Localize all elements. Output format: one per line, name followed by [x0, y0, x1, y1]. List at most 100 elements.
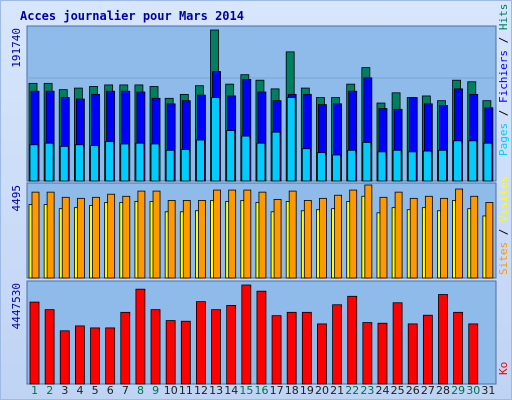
- pages-bar: [59, 145, 69, 182]
- sites-bar: [31, 191, 40, 279]
- pages-bar: [44, 142, 54, 182]
- pages-bar: [301, 148, 311, 182]
- day-label: 9: [152, 384, 159, 397]
- day-label: 28: [436, 384, 450, 397]
- sites-bar: [92, 196, 100, 279]
- chart-title: Acces journalier pour Mars 2014: [20, 9, 244, 23]
- kbytes-bar: [438, 294, 448, 385]
- sites-bar: [288, 190, 297, 279]
- legend-pages: Pages: [497, 123, 510, 156]
- sites-bar: [334, 194, 342, 279]
- sites-bar: [137, 190, 146, 279]
- pages-bar: [468, 140, 478, 182]
- sites-bar: [349, 189, 358, 279]
- sites-bar: [273, 198, 282, 279]
- sites-bar: [243, 189, 252, 279]
- day-label: 5: [92, 384, 99, 397]
- pages-bar: [120, 143, 130, 182]
- sites-bar: [379, 196, 388, 279]
- sites-bar: [485, 202, 494, 279]
- legend-visits: Visites: [497, 176, 510, 222]
- sites-bar: [46, 191, 55, 279]
- kbytes-bar: [196, 301, 206, 385]
- pages-bar: [347, 149, 357, 182]
- day-label: 24: [376, 384, 390, 397]
- kbytes-bar: [362, 322, 373, 385]
- day-label: 4: [76, 384, 83, 397]
- pages-bar: [241, 135, 251, 182]
- day-label: 13: [209, 384, 223, 397]
- pages-bar: [74, 144, 84, 182]
- legend-separator: /: [497, 103, 510, 123]
- kbytes-bar: [211, 309, 221, 385]
- sites-bar: [198, 200, 206, 279]
- day-label: 25: [391, 384, 405, 397]
- legend-files: Fichiers: [497, 50, 510, 103]
- pages-bar: [317, 152, 326, 182]
- sites-bar: [455, 188, 464, 279]
- day-label: 15: [239, 384, 253, 397]
- sites-bar: [303, 200, 312, 279]
- day-label: 18: [285, 384, 299, 397]
- pages-bar: [196, 139, 205, 182]
- pages-bar: [150, 143, 160, 182]
- day-label: 29: [451, 384, 465, 397]
- pages-bar: [407, 151, 417, 182]
- kbytes-bar: [44, 309, 55, 385]
- sites-bar: [213, 189, 221, 279]
- legend-separator: /: [497, 30, 510, 50]
- sites-bar: [167, 200, 176, 279]
- legend-kbytes: Ko: [497, 362, 510, 375]
- kbytes-bar: [317, 323, 327, 385]
- pages-bar: [165, 149, 175, 182]
- kbytes-bar: [256, 290, 267, 385]
- day-label: 19: [300, 384, 314, 397]
- pages-bar: [332, 154, 341, 182]
- kbytes-bar: [59, 330, 70, 385]
- day-label: 23: [360, 384, 374, 397]
- kbytes-bar: [271, 315, 282, 385]
- pages-bar: [256, 142, 266, 182]
- kbytes-bar: [180, 320, 191, 385]
- sites-bar: [364, 184, 373, 279]
- pages-bar: [271, 131, 281, 182]
- day-label: 27: [421, 384, 435, 397]
- kbytes-bar: [150, 309, 161, 385]
- sites-bar: [409, 197, 418, 279]
- pages-bar: [438, 149, 447, 182]
- kbytes-bar: [29, 301, 40, 385]
- sites-bar: [182, 200, 191, 279]
- day-label: 21: [330, 384, 344, 397]
- pages-bar: [362, 142, 372, 182]
- pages-bar: [483, 142, 493, 182]
- pages-bar: [211, 97, 220, 182]
- kbytes-bar: [74, 325, 85, 385]
- day-label: 30: [466, 384, 480, 397]
- day-label: 6: [107, 384, 114, 397]
- pages-bar: [180, 149, 190, 182]
- day-label: 12: [194, 384, 208, 397]
- day-label: 20: [315, 384, 329, 397]
- sites-bar: [228, 189, 237, 279]
- kbytes-bar: [120, 311, 131, 385]
- sites-bar: [76, 197, 85, 279]
- legend-hits: Hits: [497, 4, 510, 31]
- day-label: 14: [224, 384, 238, 397]
- kbytes-bar: [422, 314, 433, 385]
- day-label: 1: [31, 384, 38, 397]
- sites-bar: [394, 191, 403, 279]
- kbytes-bar: [135, 288, 146, 385]
- day-label: 3: [61, 384, 68, 397]
- y-max-label-kbytes: 4447530: [10, 283, 23, 329]
- kbytes-bar: [377, 322, 388, 385]
- sites-bar: [319, 197, 327, 279]
- kbytes-bar: [301, 311, 312, 385]
- pages-bar: [286, 97, 296, 182]
- kbytes-bar: [468, 323, 479, 385]
- kbytes-bar: [90, 327, 100, 385]
- pages-bar: [226, 130, 236, 182]
- pages-bar: [453, 140, 463, 182]
- sites-bar: [470, 195, 479, 279]
- sites-bar: [424, 195, 433, 279]
- pages-bar: [392, 149, 402, 182]
